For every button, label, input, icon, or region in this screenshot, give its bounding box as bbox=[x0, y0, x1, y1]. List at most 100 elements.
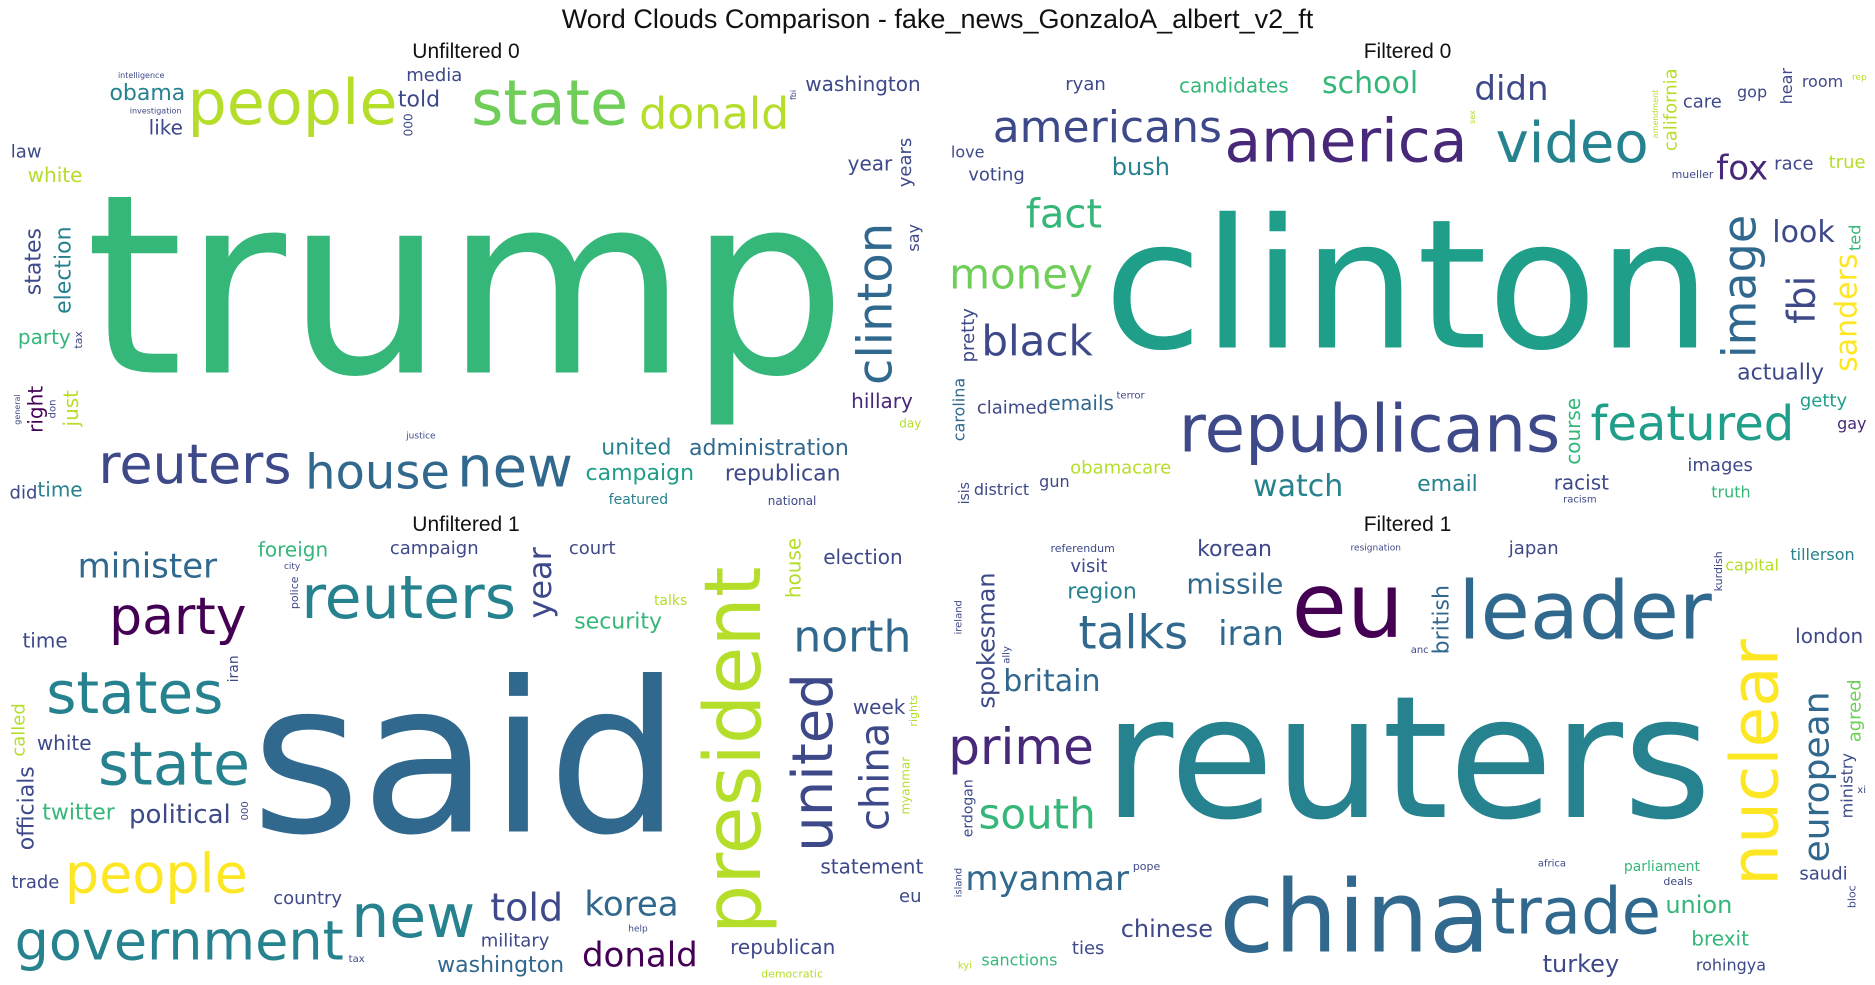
cloud-word: talks bbox=[1078, 605, 1188, 659]
cloud-word: 000 bbox=[402, 113, 416, 136]
cloud-word: race bbox=[1774, 154, 1813, 175]
cloud-word: republican bbox=[725, 462, 841, 487]
cloud-word: time bbox=[22, 628, 67, 652]
cloud-word: european bbox=[1796, 691, 1837, 862]
cloud-word: voting bbox=[968, 164, 1025, 185]
word-cloud-filtered-1: reuters china eu leader nuclear trade prime tal… bbox=[948, 537, 1867, 981]
cloud-word: time bbox=[37, 477, 82, 501]
cloud-word: sex bbox=[1468, 110, 1477, 124]
cloud-word: people bbox=[187, 66, 397, 139]
cloud-word: years bbox=[895, 138, 916, 188]
cloud-word: tax bbox=[72, 331, 85, 349]
cloud-word: week bbox=[853, 695, 906, 719]
figure-title: Word Clouds Comparison - fake_news_Gonza… bbox=[561, 4, 1314, 34]
panel-title-filtered-0: Filtered 0 bbox=[1363, 40, 1452, 63]
cloud-word: anc bbox=[1411, 645, 1429, 656]
cloud-word: people bbox=[65, 842, 248, 905]
cloud-word: year bbox=[521, 546, 559, 618]
cloud-word: gop bbox=[1737, 82, 1767, 101]
cloud-word: north bbox=[793, 612, 911, 663]
word-cloud-filtered-0: clinton republicans america video featured im… bbox=[948, 64, 1867, 508]
cloud-word: course bbox=[1561, 398, 1585, 465]
cloud-word: fact bbox=[1026, 191, 1102, 237]
cloud-word: tillerson bbox=[1790, 545, 1854, 564]
cloud-word: campaign bbox=[390, 538, 479, 559]
cloud-word: investigation bbox=[130, 106, 182, 115]
cloud-word: officials bbox=[15, 766, 40, 850]
cloud-word: security bbox=[574, 610, 662, 635]
cloud-word: images bbox=[1687, 455, 1752, 476]
cloud-word: turkey bbox=[1543, 950, 1620, 978]
cloud-word: china bbox=[1219, 858, 1490, 975]
cloud-word: statement bbox=[820, 855, 923, 879]
cloud-word: capital bbox=[1725, 555, 1779, 574]
cloud-word: hear bbox=[1777, 68, 1796, 105]
cloud-word: bush bbox=[1112, 153, 1170, 181]
cloud-word: leader bbox=[1458, 565, 1711, 658]
cloud-word: actually bbox=[1737, 361, 1824, 386]
cloud-word: americans bbox=[993, 102, 1222, 153]
cloud-word: republican bbox=[730, 935, 835, 959]
cloud-word: year bbox=[848, 151, 893, 175]
cloud-word: saudi bbox=[1799, 863, 1847, 884]
cloud-word: house bbox=[305, 445, 450, 501]
cloud-word: law bbox=[11, 142, 42, 163]
cloud-word: parliament bbox=[1624, 859, 1701, 875]
cloud-word: ally bbox=[1001, 646, 1012, 664]
cloud-word: true bbox=[1829, 152, 1866, 173]
cloud-word: said bbox=[251, 637, 681, 882]
cloud-word: white bbox=[28, 163, 83, 187]
cloud-word: britain bbox=[1003, 664, 1100, 699]
cloud-word: told bbox=[398, 88, 440, 113]
cloud-word: president bbox=[689, 567, 779, 935]
cloud-word: watch bbox=[1253, 469, 1343, 504]
cloud-word: 000 bbox=[240, 801, 251, 820]
cloud-word: pope bbox=[1133, 860, 1161, 873]
cloud-word: school bbox=[1322, 66, 1418, 101]
cloud-word: deals bbox=[1663, 875, 1693, 888]
cloud-word: eu bbox=[899, 886, 921, 907]
panel-title-filtered-1: Filtered 1 bbox=[1363, 513, 1452, 536]
cloud-word: new bbox=[457, 435, 573, 500]
cloud-word: pretty bbox=[958, 308, 979, 363]
cloud-word: twitter bbox=[42, 800, 116, 825]
cloud-word: mueller bbox=[1672, 168, 1714, 181]
cloud-word: fox bbox=[1716, 148, 1768, 188]
cloud-word: emails bbox=[1048, 391, 1114, 415]
cloud-word: candidates bbox=[1179, 73, 1289, 97]
cloud-word: states bbox=[46, 659, 223, 727]
cloud-word: featured bbox=[1590, 396, 1794, 452]
cloud-word: resignation bbox=[1351, 543, 1401, 553]
cloud-word: ryan bbox=[1065, 74, 1106, 95]
word-cloud-unfiltered-0: trump state people new reuters clinton house do… bbox=[8, 64, 924, 508]
cloud-word: california bbox=[1660, 68, 1681, 151]
cloud-word: say bbox=[904, 224, 923, 252]
cloud-word: video bbox=[1496, 111, 1649, 176]
cloud-word: getty bbox=[1800, 390, 1848, 411]
cloud-word: united bbox=[781, 673, 846, 852]
cloud-word: party bbox=[109, 587, 246, 647]
cloud-word: donald bbox=[639, 88, 789, 139]
cloud-word: iran bbox=[1218, 614, 1284, 654]
cloud-word: obama bbox=[109, 81, 185, 106]
cloud-word: rohingya bbox=[1696, 955, 1766, 974]
cloud-word: island bbox=[953, 868, 964, 898]
cloud-word: kyi bbox=[958, 961, 972, 972]
cloud-word: clinton bbox=[847, 223, 903, 385]
cloud-word: visit bbox=[1070, 556, 1107, 577]
cloud-word: hillary bbox=[851, 389, 913, 413]
cloud-word: spokesman bbox=[973, 572, 1001, 708]
cloud-word: just bbox=[59, 390, 83, 428]
cloud-word: china bbox=[852, 723, 898, 831]
cloud-word: claimed bbox=[977, 398, 1048, 419]
cloud-word: did bbox=[10, 483, 38, 504]
cloud-word: america bbox=[1224, 106, 1467, 176]
cloud-word: day bbox=[899, 417, 921, 431]
cloud-word: state bbox=[471, 66, 628, 139]
cloud-word: city bbox=[284, 562, 301, 572]
cloud-word: gay bbox=[1837, 414, 1866, 433]
cloud-word: didn bbox=[1474, 69, 1548, 109]
cloud-word: trump bbox=[85, 141, 846, 432]
cloud-word: help bbox=[628, 924, 648, 934]
